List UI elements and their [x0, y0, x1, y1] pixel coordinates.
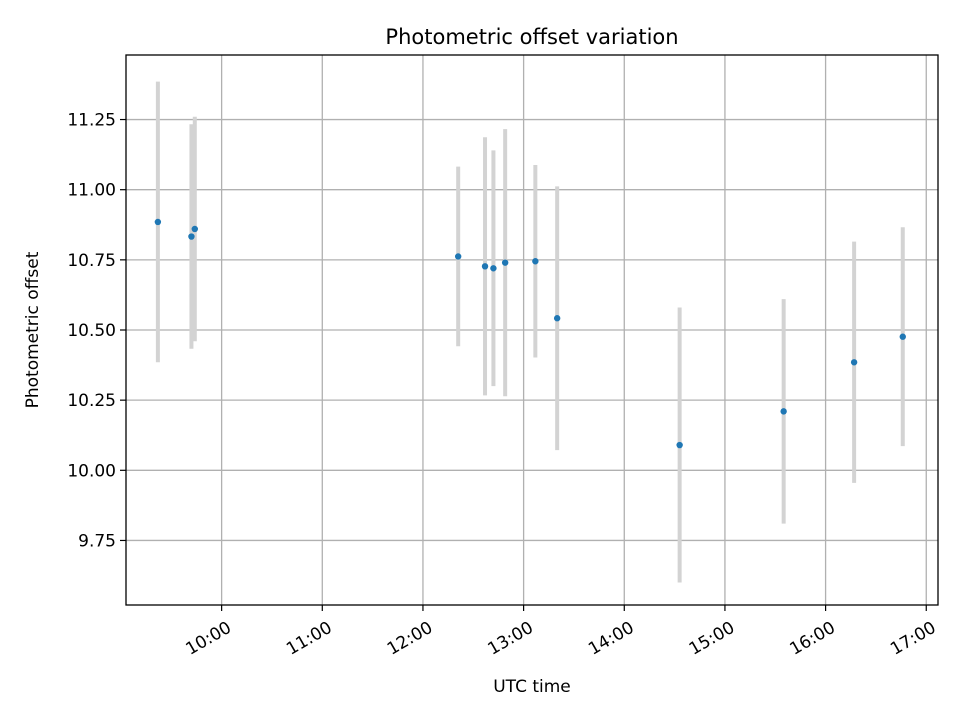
y-tick-label: 9.75	[78, 531, 116, 551]
data-point	[454, 253, 462, 260]
y-axis-label: Photometric offset	[23, 251, 43, 408]
data-point	[532, 258, 539, 265]
y-tick-label: 10.25	[67, 391, 116, 411]
y-tick-label: 11.00	[67, 181, 116, 201]
data-point	[676, 441, 683, 449]
data-point	[188, 233, 195, 240]
y-tick-label: 10.75	[67, 251, 116, 271]
data-points	[154, 218, 906, 449]
x-axis-label: UTC time	[493, 677, 571, 697]
data-point	[501, 259, 509, 266]
y-tick-label: 11.25	[67, 111, 116, 131]
chart-title: Photometric offset variation	[385, 25, 678, 49]
data-point	[191, 225, 198, 233]
data-point	[553, 315, 561, 322]
y-tick-label: 10.50	[67, 321, 116, 341]
data-point	[850, 359, 858, 366]
data-point	[780, 408, 787, 415]
data-point	[490, 265, 497, 272]
y-tick-label: 10.00	[67, 461, 116, 481]
data-point	[481, 263, 489, 270]
grid	[126, 55, 938, 605]
data-point	[899, 333, 906, 340]
data-point	[154, 218, 162, 226]
y-axis: 9.75 10.00 10.25 10.50 10.75 11.00 11.25	[67, 111, 126, 551]
